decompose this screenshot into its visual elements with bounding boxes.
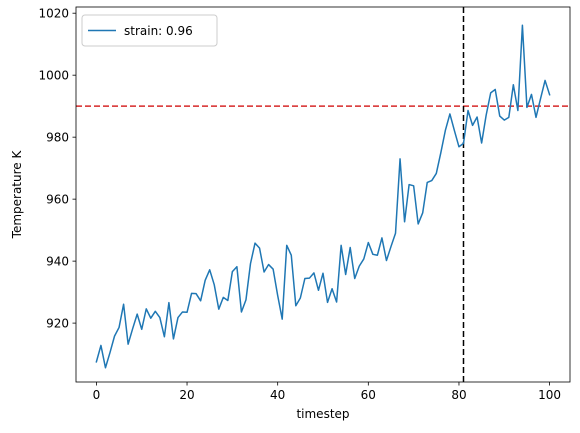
x-axis: 0 20 40 60 80 100 [93, 382, 561, 402]
y-axis-label: Temperature K [10, 150, 24, 240]
reference-lines [76, 7, 570, 382]
x-tick-label: 20 [179, 388, 194, 402]
x-tick-label: 80 [451, 388, 466, 402]
plot-frame [75, 6, 571, 383]
x-axis-label: timestep [296, 407, 349, 421]
y-tick-label: 980 [46, 130, 69, 144]
series-layer [95, 24, 551, 369]
y-tick-label: 1000 [38, 68, 69, 82]
y-tick-label: 940 [46, 254, 69, 268]
y-tick-label: 1020 [38, 6, 69, 20]
x-tick-label: 60 [361, 388, 376, 402]
y-axis: 920 940 960 980 1000 1020 [38, 6, 76, 330]
x-tick-label: 100 [538, 388, 561, 402]
series-line [95, 24, 551, 369]
y-tick-label: 960 [46, 192, 69, 206]
legend: strain: 0.96 [81, 14, 218, 47]
legend-box [81, 14, 218, 47]
legend-label: strain: 0.96 [124, 24, 193, 38]
y-tick-label: 920 [46, 316, 69, 330]
x-tick-label: 40 [270, 388, 285, 402]
x-tick-label: 0 [93, 388, 101, 402]
